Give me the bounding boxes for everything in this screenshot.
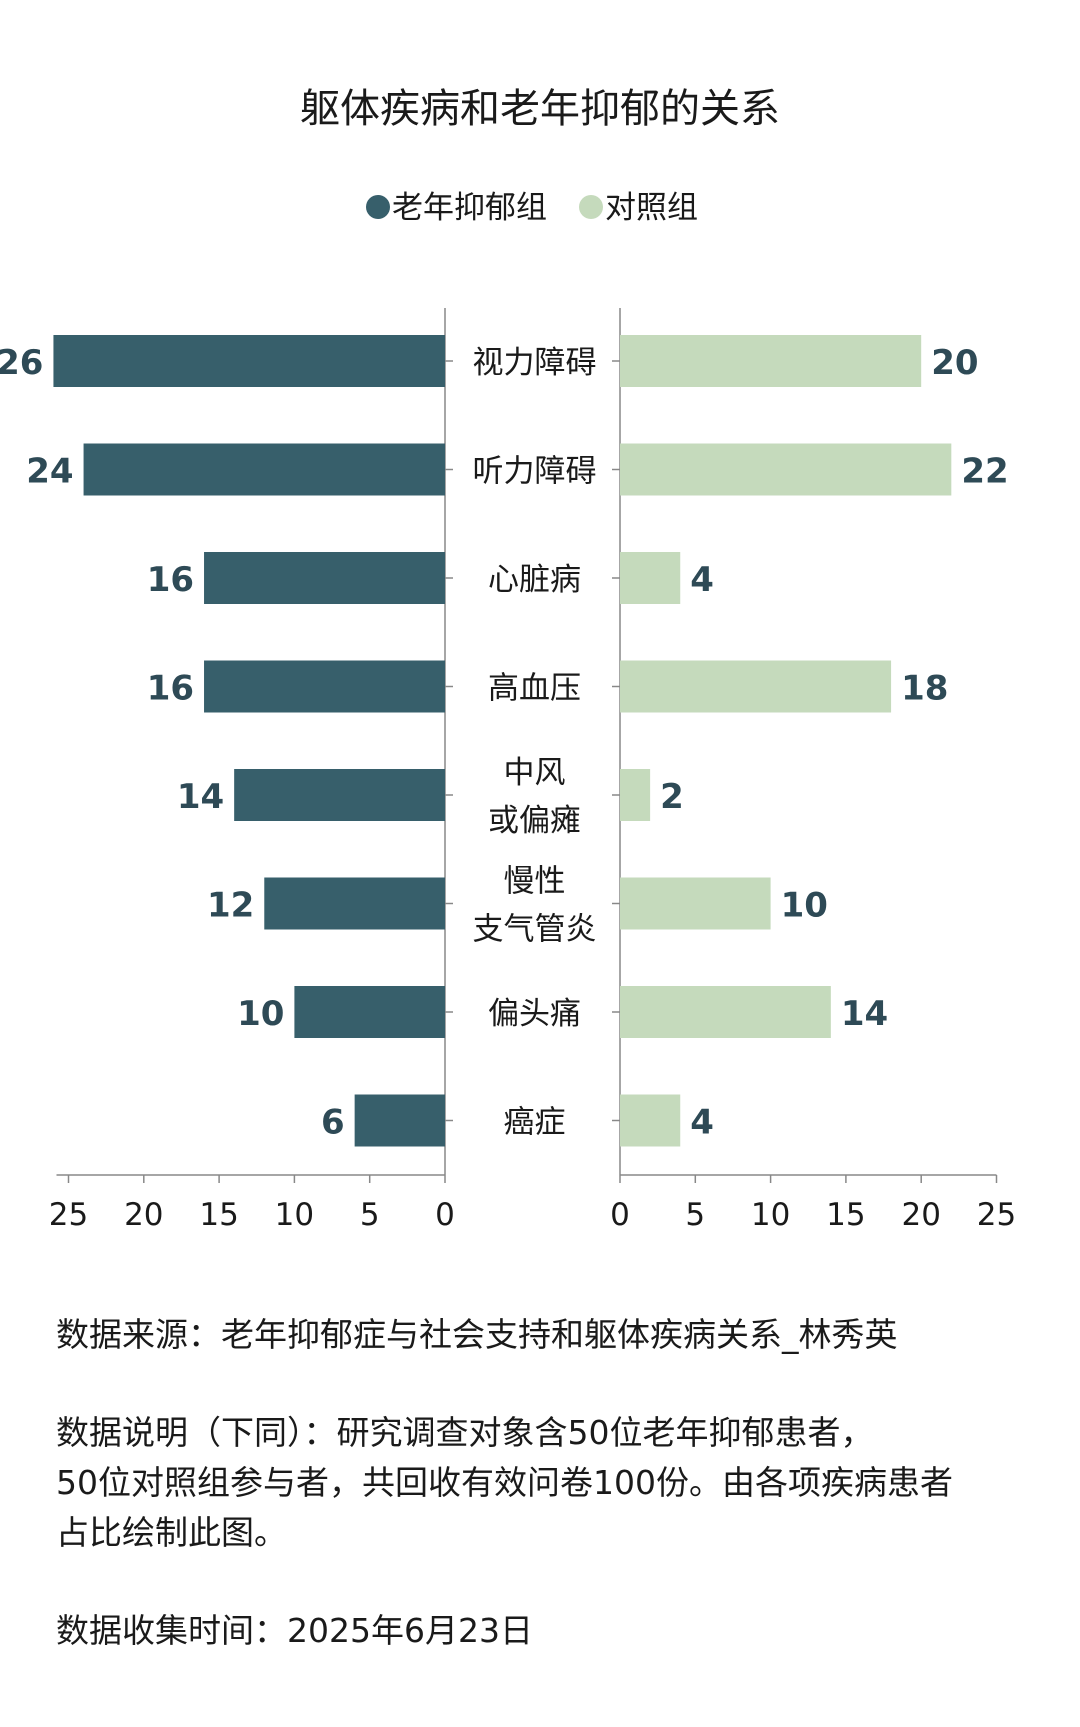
source-note: 数据来源：老年抑郁症与社会支持和躯体疾病关系_林秀英 <box>56 1315 898 1354</box>
value-label-depressed: 12 <box>207 886 254 926</box>
value-label-depressed: 10 <box>237 994 284 1034</box>
bar-control <box>620 552 681 604</box>
bar-depressed <box>354 1094 445 1147</box>
description-line: 50位对照组参与者，共回收有效问卷100份。由各项疾病患者 <box>56 1463 953 1502</box>
left-panel: 26 24 16 16 14 12 10 6 0 5 10 15 20 25 <box>0 308 455 1233</box>
legend-marker <box>366 195 390 219</box>
bar-depressed <box>204 552 445 604</box>
x-tick-label: 10 <box>275 1197 314 1233</box>
value-label-depressed: 14 <box>177 777 224 817</box>
value-label-control: 2 <box>660 777 684 817</box>
value-label-control: 18 <box>901 669 948 709</box>
value-label-control: 4 <box>690 1103 714 1143</box>
value-label-depressed: 16 <box>147 669 194 709</box>
category-label: 慢性 <box>504 864 566 900</box>
category-label: 心脏病 <box>488 562 581 598</box>
x-tick-label: 20 <box>901 1197 940 1233</box>
value-label-depressed: 16 <box>147 560 194 600</box>
value-label-control: 20 <box>931 343 978 383</box>
value-label-control: 10 <box>781 886 828 926</box>
x-tick-label: 0 <box>610 1197 630 1233</box>
bar-control <box>620 660 892 713</box>
x-tick-label: 0 <box>435 1197 455 1233</box>
value-label-depressed: 26 <box>0 343 43 383</box>
category-label: 偏头痛 <box>488 996 581 1032</box>
bar-depressed <box>234 769 445 821</box>
bar-control <box>620 335 922 387</box>
value-label-control: 14 <box>841 994 888 1034</box>
value-label-control: 22 <box>961 452 1008 492</box>
x-tick-label: 5 <box>685 1197 705 1233</box>
legend-label: 老年抑郁组 <box>392 190 547 226</box>
chart-title: 躯体疾病和老年抑郁的关系 <box>300 86 780 132</box>
category-label: 癌症 <box>504 1105 566 1141</box>
category-label: 听力障碍 <box>473 454 597 490</box>
bar-depressed <box>83 443 445 496</box>
x-tick-label: 25 <box>49 1197 88 1233</box>
bar-control <box>620 443 952 496</box>
x-tick-label: 25 <box>977 1197 1016 1233</box>
bar-depressed <box>264 877 445 930</box>
x-tick-label: 15 <box>199 1197 238 1233</box>
x-tick-label: 5 <box>360 1197 380 1233</box>
x-tick-label: 15 <box>826 1197 865 1233</box>
collection-time: 数据收集时间：2025年6月23日 <box>56 1611 533 1650</box>
category-label: 视力障碍 <box>473 345 597 381</box>
value-label-control: 4 <box>690 560 714 600</box>
description-line: 数据说明（下同）：研究调查对象含50位老年抑郁患者， <box>56 1413 874 1452</box>
description-line: 占比绘制此图。 <box>56 1513 287 1552</box>
x-tick-label: 20 <box>124 1197 163 1233</box>
legend-label: 对照组 <box>605 190 698 226</box>
notes: 数据来源：老年抑郁症与社会支持和躯体疾病关系_林秀英 数据说明（下同）：研究调查… <box>56 1310 1036 1656</box>
category-label: 或偏瘫 <box>488 803 581 839</box>
chart: 躯体疾病和老年抑郁的关系 老年抑郁组 对照组 262416161412106051… <box>0 86 1016 1233</box>
right-panel: 20 22 4 18 2 10 14 4 0 5 10 15 20 25 <box>610 308 1016 1233</box>
legend-marker <box>579 195 603 219</box>
bar-control <box>620 1094 681 1147</box>
bar-control <box>620 877 771 930</box>
bar-control <box>620 769 651 821</box>
bar-depressed <box>53 335 445 387</box>
legend: 老年抑郁组 对照组 <box>366 190 698 226</box>
category-label: 高血压 <box>488 671 581 707</box>
bar-depressed <box>204 660 445 713</box>
bar-depressed <box>294 986 445 1038</box>
category-label: 支气管炎 <box>473 912 597 948</box>
bar-control <box>620 986 831 1038</box>
value-label-depressed: 24 <box>26 452 73 492</box>
category-label: 中风 <box>504 755 566 791</box>
value-label-depressed: 6 <box>321 1103 345 1143</box>
x-tick-label: 10 <box>751 1197 790 1233</box>
